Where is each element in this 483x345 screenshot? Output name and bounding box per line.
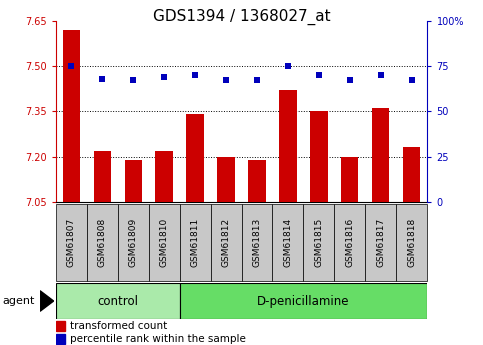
Bar xyxy=(62,30,80,202)
Bar xyxy=(242,204,272,281)
Point xyxy=(408,78,416,83)
Text: GSM61807: GSM61807 xyxy=(67,218,75,267)
Bar xyxy=(303,204,334,281)
Bar xyxy=(366,204,397,281)
Point xyxy=(67,63,75,69)
Bar xyxy=(56,321,65,331)
Text: GSM61816: GSM61816 xyxy=(345,218,355,267)
Text: percentile rank within the sample: percentile rank within the sample xyxy=(71,334,246,344)
Point xyxy=(191,72,199,78)
Point xyxy=(253,78,261,83)
Bar xyxy=(86,204,117,281)
Bar xyxy=(56,283,180,319)
Text: GSM61814: GSM61814 xyxy=(284,218,293,267)
Text: GSM61813: GSM61813 xyxy=(253,218,261,267)
Point xyxy=(315,72,323,78)
Bar xyxy=(248,159,266,202)
Text: GSM61808: GSM61808 xyxy=(98,218,107,267)
Text: agent: agent xyxy=(2,296,35,306)
Text: GSM61811: GSM61811 xyxy=(190,218,199,267)
Polygon shape xyxy=(40,291,54,311)
Bar xyxy=(217,157,235,202)
Bar xyxy=(280,90,297,202)
Bar xyxy=(334,204,366,281)
Text: transformed count: transformed count xyxy=(71,321,168,331)
Point xyxy=(160,74,168,80)
Bar xyxy=(397,204,427,281)
Text: GSM61817: GSM61817 xyxy=(376,218,385,267)
Bar xyxy=(180,283,427,319)
Text: GSM61809: GSM61809 xyxy=(128,218,138,267)
Text: GSM61812: GSM61812 xyxy=(222,218,230,267)
Bar xyxy=(211,204,242,281)
Bar xyxy=(311,111,327,202)
Bar xyxy=(94,150,111,202)
Bar xyxy=(186,114,203,202)
Point xyxy=(129,78,137,83)
Point xyxy=(98,76,106,81)
Bar xyxy=(56,204,86,281)
Text: control: control xyxy=(97,295,138,307)
Text: GSM61818: GSM61818 xyxy=(408,218,416,267)
Bar xyxy=(372,108,389,202)
Text: GSM61810: GSM61810 xyxy=(159,218,169,267)
Point xyxy=(222,78,230,83)
Bar xyxy=(56,334,65,344)
Text: D-penicillamine: D-penicillamine xyxy=(257,295,350,307)
Point xyxy=(377,72,385,78)
Bar xyxy=(117,204,149,281)
Bar xyxy=(180,204,211,281)
Point xyxy=(284,63,292,69)
Bar xyxy=(156,150,172,202)
Text: GDS1394 / 1368027_at: GDS1394 / 1368027_at xyxy=(153,9,330,25)
Bar xyxy=(403,147,421,202)
Bar xyxy=(125,159,142,202)
Text: GSM61815: GSM61815 xyxy=(314,218,324,267)
Bar xyxy=(341,157,358,202)
Point xyxy=(346,78,354,83)
Bar xyxy=(272,204,303,281)
Bar xyxy=(149,204,180,281)
